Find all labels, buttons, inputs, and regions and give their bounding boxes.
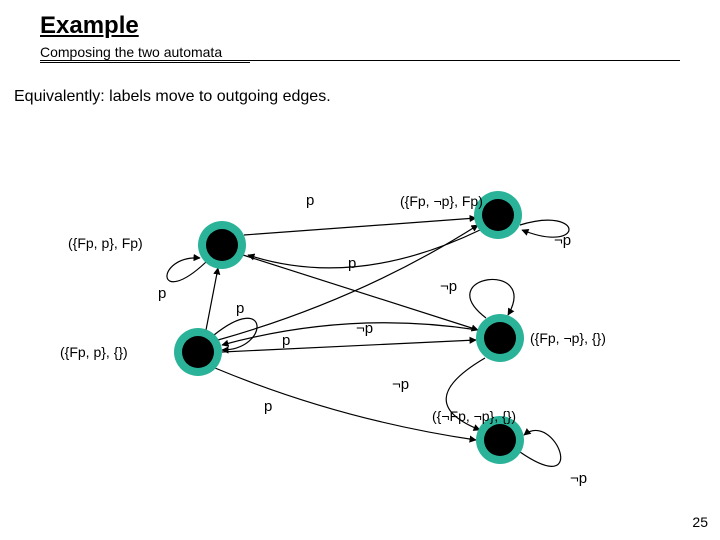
edge-s5-s5-12 <box>520 431 561 467</box>
edge-label-s3-s3-4: p <box>236 300 244 317</box>
state-label-s2: ({Fp, ¬p}, Fp) <box>400 193 483 209</box>
state-inner-s5 <box>484 424 516 456</box>
edge-label-s3-s4-7: p <box>282 332 290 349</box>
state-label-s4: ({Fp, ¬p}, {}) <box>530 330 606 346</box>
edge-s3-s5-11 <box>215 368 476 440</box>
edge-s3-s2-10 <box>218 225 478 340</box>
edge-label-s2-s1-1: p <box>348 255 356 272</box>
edge-label-s1-s1-3: p <box>158 285 166 302</box>
state-label-s5: ({¬Fp, ¬p}, {}) <box>432 408 516 424</box>
edge-s2-s1-1 <box>248 230 480 268</box>
page-number: 25 <box>692 514 708 530</box>
state-inner-s3 <box>182 336 214 368</box>
state-inner-s4 <box>484 322 516 354</box>
edge-label-s4-s3-9: ¬p <box>356 320 373 337</box>
state-label-s3: ({Fp, p}, {}) <box>60 344 128 360</box>
edge-s3-s1-5 <box>206 268 218 330</box>
edge-label-s1-s2-0: p <box>306 192 314 209</box>
edge-label-s5-s5-12: ¬p <box>570 470 587 487</box>
state-label-s1: ({Fp, p}, Fp) <box>68 235 143 251</box>
edge-label-s4-s5-13: ¬p <box>392 376 409 393</box>
state-inner-s1 <box>206 229 238 261</box>
edge-label-s2-s2-2: ¬p <box>554 232 571 249</box>
edge-s3-s4-7 <box>222 340 476 352</box>
automaton-diagram <box>0 0 720 540</box>
state-inner-s2 <box>482 199 514 231</box>
edge-s1-s2-0 <box>244 218 476 235</box>
edge-label-s3-s5-11: p <box>264 398 272 415</box>
edge-label-s4-s4-8: ¬p <box>440 278 457 295</box>
edge-s4-s4-8 <box>470 279 514 318</box>
edge-s1-s1-3 <box>167 258 206 282</box>
